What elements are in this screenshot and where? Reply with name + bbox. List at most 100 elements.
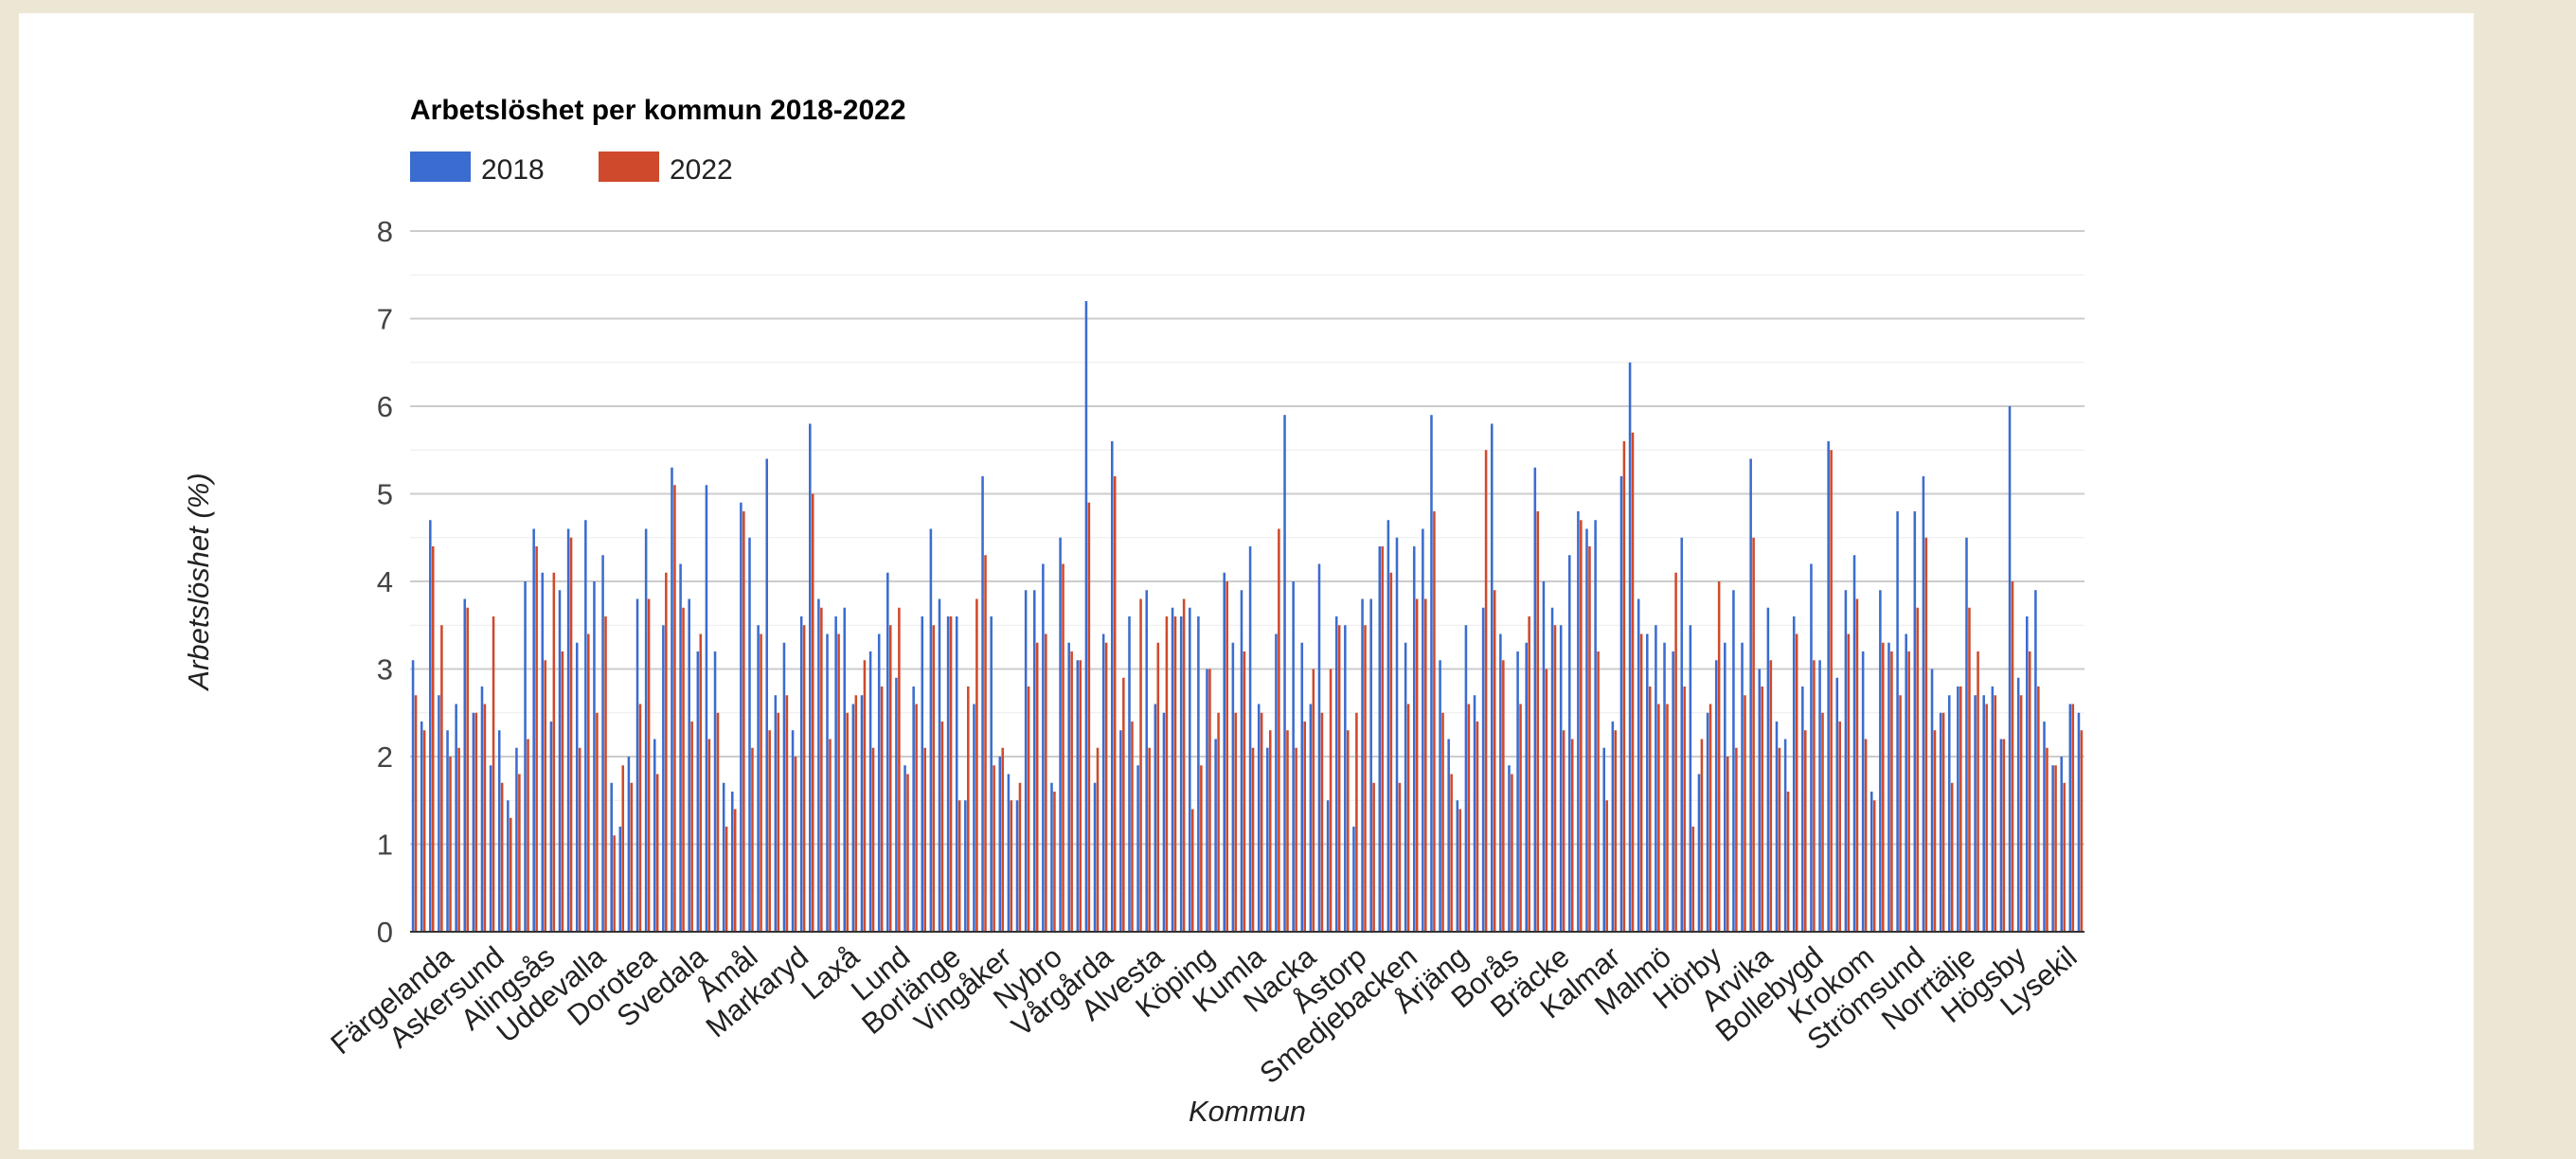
bar-2022 xyxy=(1708,704,1712,932)
bar-2018 xyxy=(1145,590,1148,932)
bar-2018 xyxy=(1585,528,1588,932)
bar-2022 xyxy=(1821,712,1824,932)
bar-2018 xyxy=(938,598,941,932)
bar-2022 xyxy=(1096,747,1100,932)
bar-2022 xyxy=(673,485,676,932)
legend-label-2022: 2022 xyxy=(670,154,733,186)
bar-2022 xyxy=(1113,476,1117,932)
bar-2018 xyxy=(1594,520,1597,932)
bar-2022 xyxy=(535,546,538,932)
bar-2022 xyxy=(1726,757,1729,932)
bar-2018 xyxy=(593,581,596,932)
bar-2022 xyxy=(1182,598,1186,932)
bar-2018 xyxy=(1404,642,1407,932)
bar-2018 xyxy=(1162,712,1166,932)
bar-2022 xyxy=(1674,572,1677,932)
bar-2018 xyxy=(1361,598,1364,932)
bar-2022 xyxy=(1208,669,1211,932)
bar-2018 xyxy=(1344,625,1347,932)
bar-2022 xyxy=(1200,765,1203,932)
bar-2022 xyxy=(2046,747,2048,932)
bar-2022 xyxy=(483,704,487,932)
bar-2022 xyxy=(1941,712,1945,932)
bar-2022 xyxy=(518,774,521,932)
bar-2018 xyxy=(1499,633,1502,932)
bar-2018 xyxy=(2043,722,2046,932)
bar-2022 xyxy=(1398,782,1402,932)
bar-2022 xyxy=(552,572,556,932)
bar-2018 xyxy=(1059,537,1062,932)
bar-2022 xyxy=(707,739,711,932)
bar-2018 xyxy=(610,782,613,932)
bar-2018 xyxy=(1093,782,1097,932)
bar-2022 xyxy=(527,739,529,932)
bar-2018 xyxy=(946,616,950,932)
bar-2022 xyxy=(1467,704,1471,932)
bar-2018 xyxy=(886,572,889,932)
bar-2018 xyxy=(826,633,829,932)
bar-2022 xyxy=(630,782,634,932)
bar-2018 xyxy=(446,730,449,932)
bar-2022 xyxy=(2063,782,2066,932)
bar-2022 xyxy=(1813,660,1816,932)
bar-2022 xyxy=(440,625,443,932)
bar-2018 xyxy=(1922,476,1925,932)
bar-2022 xyxy=(1691,827,1695,932)
bar-2018 xyxy=(1206,669,1208,932)
bar-2022 xyxy=(1337,625,1341,932)
bar-2018 xyxy=(1559,625,1563,932)
bar-2022 xyxy=(716,712,720,932)
bar-2022 xyxy=(1087,502,1091,932)
bar-2018 xyxy=(1724,642,1726,932)
bar-2022 xyxy=(1243,651,1246,932)
bar-2018 xyxy=(1007,774,1011,932)
bar-2022 xyxy=(1545,669,1548,932)
bar-2022 xyxy=(1079,660,1082,932)
bar-2018 xyxy=(722,782,725,932)
bar-2022 xyxy=(1156,642,1160,932)
bar-2018 xyxy=(757,625,760,932)
bar-2022 xyxy=(1752,537,1755,932)
bar-2018 xyxy=(1309,704,1313,932)
bar-2018 xyxy=(964,800,967,932)
grid-lines xyxy=(410,230,2084,889)
bar-2018 xyxy=(1334,616,1338,932)
legend-swatch-2018 xyxy=(410,152,471,182)
bar-2022 xyxy=(785,695,789,932)
y-tick-label: 2 xyxy=(377,740,393,774)
bar-2022 xyxy=(1536,511,1540,932)
bar-2022 xyxy=(1045,633,1047,932)
bar-2018 xyxy=(1672,651,1674,932)
bar-2018 xyxy=(1231,642,1235,932)
bar-2018 xyxy=(541,572,545,932)
legend-label-2018: 2018 xyxy=(481,154,545,186)
bar-2018 xyxy=(799,616,803,932)
bar-2022 xyxy=(1899,695,1902,932)
bar-2018 xyxy=(740,502,742,932)
bar-2018 xyxy=(1792,616,1796,932)
bar-2022 xyxy=(1035,642,1039,932)
bar-2022 xyxy=(1864,739,1868,932)
bar-2018 xyxy=(860,695,864,932)
bar-2018 xyxy=(1655,625,1657,932)
bar-2022 xyxy=(846,712,849,932)
bar-2022 xyxy=(1389,572,1393,932)
bar-2022 xyxy=(690,722,693,932)
bar-2018 xyxy=(1861,651,1865,932)
bar-2022 xyxy=(1769,660,1773,932)
bar-2018 xyxy=(635,598,639,932)
bar-2018 xyxy=(1628,362,1632,932)
bar-2022 xyxy=(1778,747,1781,932)
bar-2022 xyxy=(854,695,858,932)
bar-2022 xyxy=(1985,704,1988,932)
bar-2018 xyxy=(671,467,673,932)
bar-2018 xyxy=(774,695,778,932)
bar-2018 xyxy=(1223,572,1226,932)
bar-2022 xyxy=(1882,642,1885,932)
bar-2022 xyxy=(655,774,659,932)
bar-2018 xyxy=(1577,511,1580,932)
bar-2022 xyxy=(1070,651,1073,932)
bar-2022 xyxy=(975,598,978,932)
bar-2018 xyxy=(1128,616,1131,932)
bar-2018 xyxy=(1430,415,1433,932)
